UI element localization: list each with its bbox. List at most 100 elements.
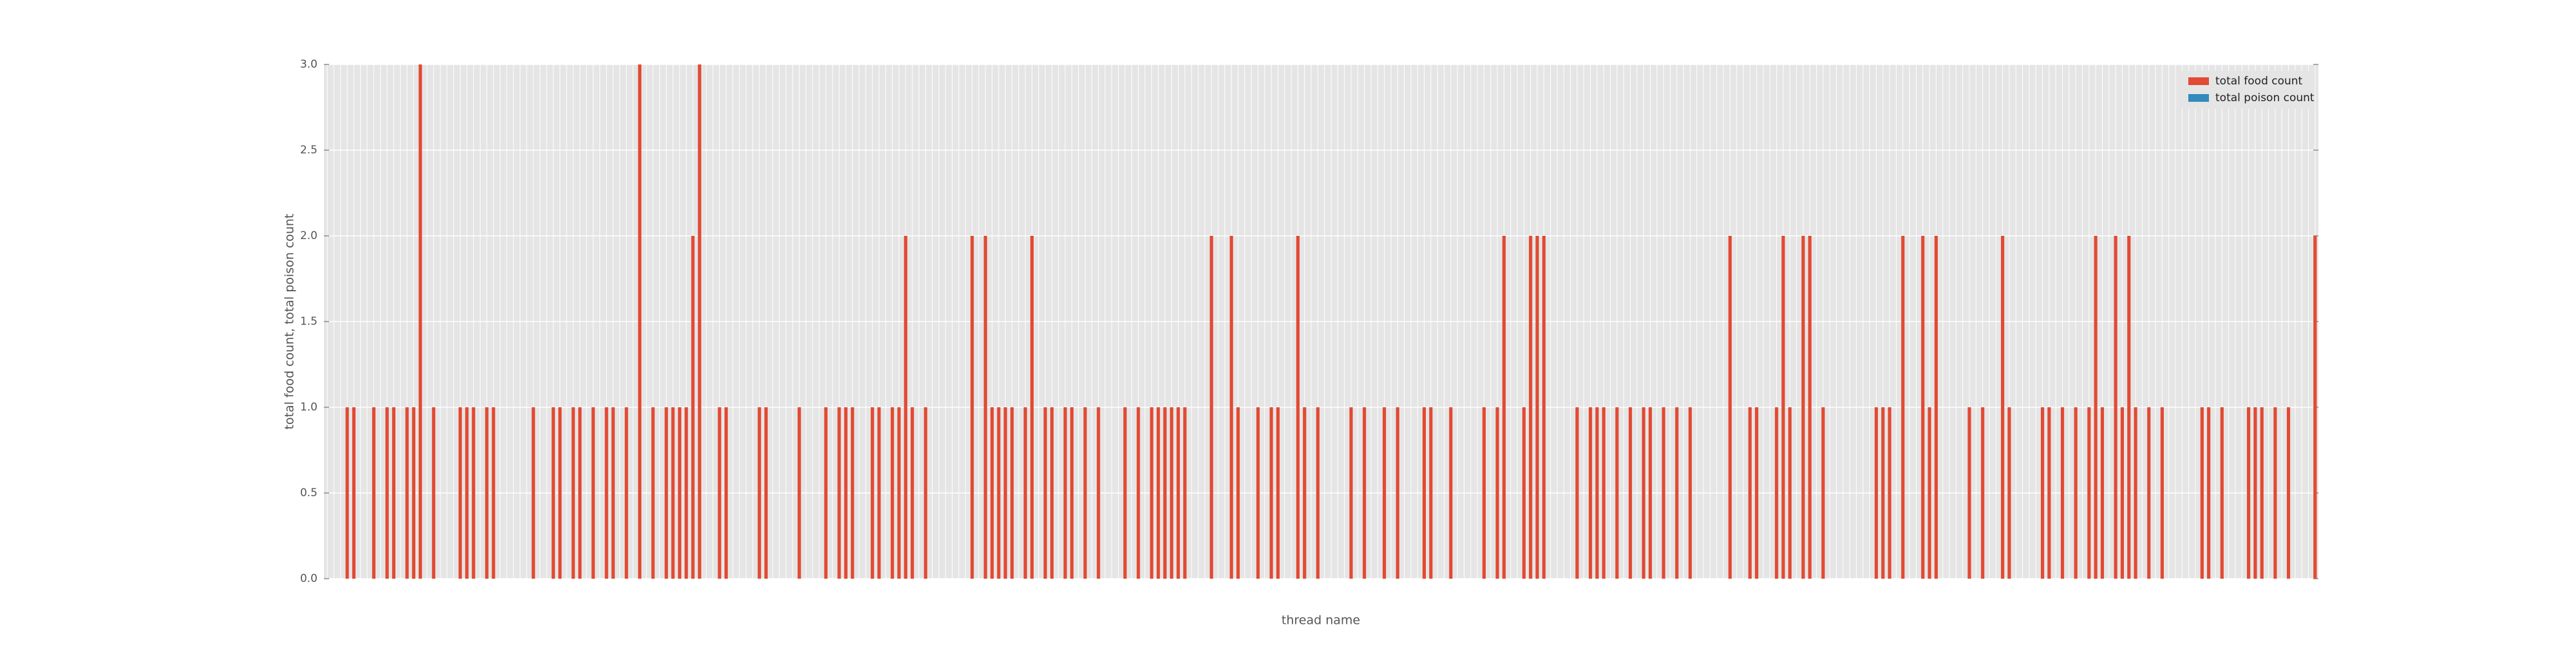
bar <box>1535 236 1539 579</box>
bar <box>1276 407 1280 579</box>
bar <box>1236 407 1240 579</box>
bar <box>837 407 841 579</box>
y-tick-label: 1.5 <box>300 315 317 328</box>
bar <box>1615 407 1619 579</box>
bar <box>691 236 695 579</box>
bar <box>459 407 462 579</box>
bar <box>1083 407 1087 579</box>
bar <box>578 407 582 579</box>
bar <box>1821 407 1825 579</box>
bar <box>1043 407 1047 579</box>
bar <box>385 407 389 579</box>
bar <box>611 407 615 579</box>
bar <box>871 407 875 579</box>
y-tick-label: 2.5 <box>300 144 317 157</box>
bar <box>877 407 881 579</box>
bar <box>1482 407 1486 579</box>
bar <box>757 407 761 579</box>
bar <box>1981 407 1985 579</box>
bar <box>1170 407 1173 579</box>
bar <box>1595 407 1599 579</box>
bar <box>2313 236 2317 579</box>
legend-swatch <box>2188 94 2209 102</box>
bar <box>1755 407 1759 579</box>
bar <box>1801 236 1805 579</box>
bar <box>1163 407 1167 579</box>
bar <box>2074 407 2078 579</box>
bar <box>2047 407 2051 579</box>
bar <box>1808 236 1812 579</box>
bar <box>471 407 475 579</box>
bar <box>1063 407 1067 579</box>
y-tick-label: 0.5 <box>300 487 317 499</box>
bar <box>2001 236 2005 579</box>
bar <box>1888 407 1891 579</box>
bar <box>1927 407 1931 579</box>
bar <box>697 64 701 579</box>
bar <box>465 407 469 579</box>
bar <box>1303 407 1307 579</box>
bar <box>2134 407 2137 579</box>
bar <box>2286 407 2291 579</box>
bar <box>671 407 675 579</box>
bar <box>1575 407 1579 579</box>
bar <box>2160 407 2164 579</box>
bar <box>997 407 1001 579</box>
bar <box>1748 407 1752 579</box>
bar <box>1542 236 1546 579</box>
bar <box>983 236 987 579</box>
bar <box>1363 407 1367 579</box>
bar <box>990 407 994 579</box>
bar <box>1097 407 1101 579</box>
bar <box>412 407 415 579</box>
bar <box>405 407 409 579</box>
bar <box>797 407 801 579</box>
bar <box>844 407 848 579</box>
y-tick-label: 2.0 <box>300 229 317 242</box>
bar <box>1788 407 1792 579</box>
bar <box>2273 407 2277 579</box>
bar <box>685 407 688 579</box>
bar <box>651 407 655 579</box>
bar <box>1967 407 1971 579</box>
bar <box>1003 407 1007 579</box>
bar <box>1602 407 1605 579</box>
bar <box>911 407 914 579</box>
bar <box>1422 407 1426 579</box>
y-tick-label: 1.0 <box>300 401 317 414</box>
bar <box>1781 236 1785 579</box>
bar <box>897 407 901 579</box>
bar <box>551 407 555 579</box>
bar <box>2200 407 2204 579</box>
bar <box>1529 236 1533 579</box>
bar <box>372 407 376 579</box>
bar <box>1123 407 1127 579</box>
bar <box>1030 236 1034 579</box>
bar <box>1349 407 1353 579</box>
y-tick-label: 0.0 <box>300 572 317 585</box>
bar <box>2087 407 2091 579</box>
bar <box>764 407 768 579</box>
y-tick-label: 3.0 <box>300 58 317 71</box>
bar <box>625 407 629 579</box>
bar <box>485 407 489 579</box>
legend-swatch <box>2188 77 2209 85</box>
bar <box>2127 236 2131 579</box>
bar <box>605 407 609 579</box>
bar <box>923 407 927 579</box>
bar <box>677 407 681 579</box>
bar <box>2114 236 2117 579</box>
bar <box>851 407 855 579</box>
bar <box>1050 407 1054 579</box>
bar <box>2260 407 2264 579</box>
bar <box>1023 407 1027 579</box>
bar <box>419 64 422 579</box>
bar <box>1688 407 1692 579</box>
x-axis-label: thread name <box>1282 613 1360 628</box>
bar <box>1229 236 1233 579</box>
bar <box>1522 407 1526 579</box>
bar <box>1642 407 1645 579</box>
bar <box>571 407 575 579</box>
bar <box>1183 407 1187 579</box>
